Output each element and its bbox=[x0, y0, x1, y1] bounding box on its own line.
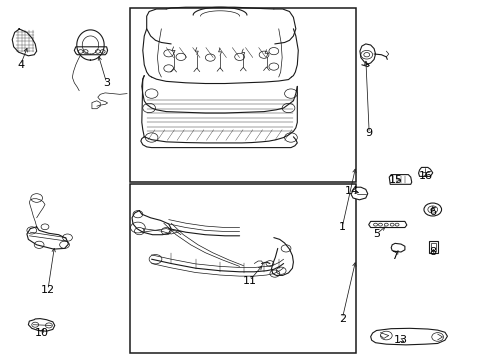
Text: 15: 15 bbox=[388, 175, 402, 185]
Text: 1: 1 bbox=[338, 222, 345, 232]
Bar bbox=[129, 8, 355, 182]
Text: 3: 3 bbox=[103, 78, 110, 88]
Polygon shape bbox=[350, 187, 367, 200]
Text: 12: 12 bbox=[41, 285, 55, 295]
Text: 5: 5 bbox=[372, 229, 379, 239]
Polygon shape bbox=[390, 243, 404, 252]
Polygon shape bbox=[28, 319, 55, 331]
Text: 7: 7 bbox=[391, 251, 398, 261]
Polygon shape bbox=[368, 221, 406, 228]
Bar bbox=[428, 241, 437, 253]
Polygon shape bbox=[12, 29, 37, 56]
Text: 16: 16 bbox=[418, 171, 431, 181]
Text: 11: 11 bbox=[242, 276, 256, 286]
Bar bbox=[430, 243, 435, 251]
Text: 6: 6 bbox=[428, 207, 435, 217]
Text: 14: 14 bbox=[345, 186, 358, 196]
Text: 10: 10 bbox=[35, 328, 48, 338]
Bar bbox=[129, 184, 355, 353]
Text: 2: 2 bbox=[338, 314, 345, 324]
Polygon shape bbox=[418, 167, 432, 176]
Text: 9: 9 bbox=[365, 128, 372, 138]
Text: 8: 8 bbox=[428, 247, 435, 257]
Polygon shape bbox=[92, 101, 100, 109]
Text: 13: 13 bbox=[393, 335, 407, 345]
Polygon shape bbox=[74, 47, 107, 55]
Text: 4: 4 bbox=[17, 60, 24, 70]
Polygon shape bbox=[388, 175, 411, 184]
